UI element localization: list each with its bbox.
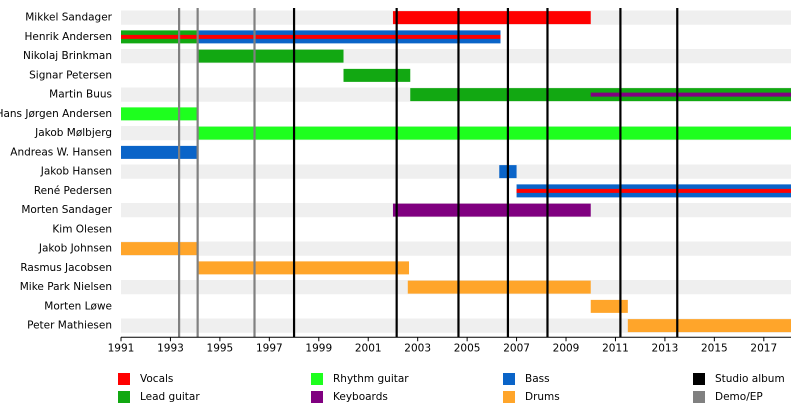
span-bar (392, 11, 591, 25)
legend-swatch (311, 373, 323, 385)
span-bar (392, 203, 591, 217)
legend-swatch (118, 373, 130, 385)
span-bar (627, 319, 791, 333)
x-tick-label: 2015 (701, 342, 728, 354)
legend-swatch (503, 373, 515, 385)
x-tick-label: 2007 (503, 342, 530, 354)
legend-label: Bass (525, 373, 550, 385)
span-bar (197, 261, 410, 275)
row-label: Rasmus Jacobsen (20, 262, 112, 274)
x-tick-label: 2003 (404, 342, 431, 354)
span-bar (121, 145, 198, 159)
x-tick-label: 2011 (602, 342, 629, 354)
row-band (121, 318, 791, 333)
legend-label: Keyboards (333, 391, 388, 403)
legend-label: Drums (525, 391, 560, 403)
row-label: Morten Sandager (21, 204, 112, 216)
row-label: Mikkel Sandager (25, 12, 112, 24)
row-label: Jakob Johnsen (38, 243, 112, 255)
row-label: Mike Park Nielsen (20, 281, 112, 293)
row-label: Kim Olesen (52, 223, 112, 235)
x-tick-label: 2009 (553, 342, 580, 354)
span-bar (197, 126, 791, 140)
x-tick-label: 2013 (652, 342, 679, 354)
row-label: Morten Løwe (44, 300, 112, 312)
span-bar (121, 242, 198, 256)
x-tick-label: 1995 (207, 342, 234, 354)
row-label: Nikolaj Brinkman (23, 50, 112, 62)
row-label: Martin Buus (49, 89, 112, 101)
legend-swatch (311, 391, 323, 403)
span-bar (407, 280, 591, 294)
span-bar (590, 92, 791, 97)
span-bar (590, 299, 628, 313)
legend-label: Rhythm guitar (333, 373, 409, 385)
row-label: René Pedersen (34, 185, 112, 197)
row-label: Henrik Andersen (24, 31, 112, 43)
row-label: Hans Jørgen Andersen (0, 108, 112, 120)
x-tick-label: 2017 (750, 342, 777, 354)
row-label: Peter Mathiesen (27, 320, 112, 332)
span-bar (197, 49, 344, 63)
legend-label: Vocals (140, 373, 173, 385)
row-band (121, 241, 791, 256)
x-tick-label: 1997 (256, 342, 283, 354)
legend-label: Studio album (715, 373, 785, 385)
row-label: Jakob Hansen (40, 166, 112, 178)
row-label: Jakob Mølbjerg (34, 127, 112, 139)
x-tick-label: 1993 (157, 342, 184, 354)
span-bar (343, 68, 411, 82)
legend-swatch (693, 391, 705, 403)
span-bar (121, 107, 198, 121)
x-tick-label: 1999 (305, 342, 332, 354)
x-tick-label: 1991 (108, 342, 135, 354)
legend-label: Demo/EP (715, 391, 763, 403)
legend-label: Lead guitar (140, 391, 200, 403)
legend-swatch (693, 373, 705, 385)
legend-swatch (503, 391, 515, 403)
x-tick-label: 2005 (454, 342, 481, 354)
x-tick-label: 2001 (355, 342, 382, 354)
span-bar (516, 188, 791, 193)
legend-swatch (118, 391, 130, 403)
row-band (121, 164, 791, 179)
row-label: Andreas W. Hansen (10, 146, 112, 158)
span-bar (121, 34, 501, 39)
row-label: Signar Petersen (29, 69, 112, 81)
